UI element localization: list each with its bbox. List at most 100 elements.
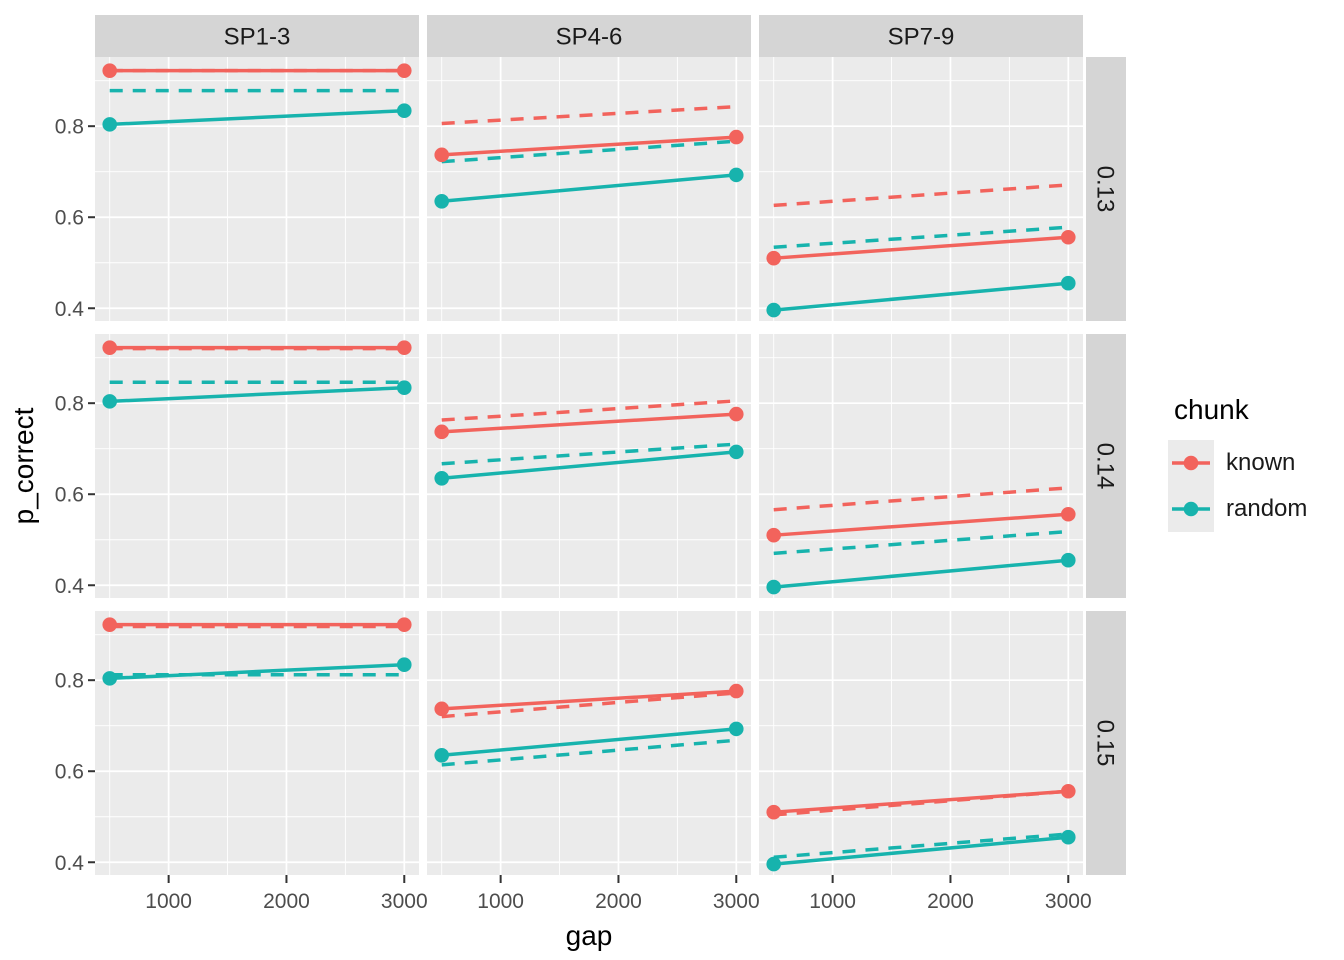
data-point-known xyxy=(1060,506,1076,522)
series-line-random-dashed xyxy=(441,738,737,767)
data-point-random xyxy=(728,721,744,737)
series-line-known-dashed xyxy=(441,399,737,422)
facet-col-label: SP4-6 xyxy=(556,24,623,51)
series-line-known-solid xyxy=(773,789,1069,814)
series-line-known-dashed xyxy=(773,486,1069,512)
data-point-known xyxy=(434,147,450,163)
data-point-known xyxy=(434,424,450,440)
data-point-known xyxy=(1060,229,1076,245)
legend-key-point xyxy=(1183,501,1199,517)
facet-col-strip xyxy=(759,15,1083,57)
data-point-random xyxy=(102,117,118,132)
series-line-known-solid xyxy=(773,235,1069,260)
data-point-random xyxy=(102,394,118,409)
panel xyxy=(759,334,1083,598)
series-line-random-solid xyxy=(773,281,1069,312)
x-tick-label: 3000 xyxy=(713,890,760,913)
series-line-random-dashed xyxy=(773,225,1069,250)
y-tick-label: 0.8 xyxy=(55,116,84,139)
y-tick-label: 0.4 xyxy=(55,575,85,598)
legend-item-random: random xyxy=(1168,486,1307,532)
facet-row-strip xyxy=(1086,611,1126,875)
series-line-random-solid xyxy=(773,835,1069,866)
series-line-known-solid xyxy=(773,512,1069,537)
series-line-random-dashed xyxy=(441,442,737,466)
data-point-random xyxy=(396,657,412,673)
y-tick-label: 0.6 xyxy=(55,761,84,784)
series-line-known-dashed xyxy=(441,691,737,719)
data-point-known xyxy=(102,63,118,78)
series-line-random-solid xyxy=(109,385,405,404)
x-tick-label: 1000 xyxy=(477,890,524,913)
data-point-random xyxy=(728,167,744,183)
series-line-known-dashed xyxy=(441,104,737,126)
y-tick-label: 0.8 xyxy=(55,670,84,693)
y-tick-label: 0.4 xyxy=(55,298,85,321)
data-point-random xyxy=(1060,275,1076,291)
facet-col-strip xyxy=(95,15,419,57)
data-point-known xyxy=(728,406,744,422)
facet-row-strip xyxy=(1086,57,1126,321)
data-point-random xyxy=(434,747,450,763)
legend-key-point xyxy=(1183,455,1199,471)
y-tick-label: 0.4 xyxy=(55,852,85,875)
facet-row-label: 0.14 xyxy=(1092,443,1119,490)
legend: chunk known random xyxy=(1168,394,1307,532)
data-point-known xyxy=(728,683,744,699)
series-line-random-dashed xyxy=(773,832,1069,859)
y-tick-label: 0.6 xyxy=(55,207,84,230)
y-tick-label: 0.6 xyxy=(55,484,84,507)
series-line-known-solid xyxy=(441,412,737,434)
panel xyxy=(759,611,1083,875)
data-point-known xyxy=(102,340,118,355)
series-line-random-dashed xyxy=(441,139,737,164)
y-axis-title: p_correct xyxy=(8,407,39,525)
series-line-random-solid xyxy=(773,558,1069,589)
series-line-known-solid xyxy=(441,689,737,711)
data-point-known xyxy=(766,250,782,266)
data-point-known xyxy=(102,617,118,632)
facet-row-strip xyxy=(1086,334,1126,598)
data-point-known xyxy=(1060,783,1076,799)
series-line-known-solid xyxy=(441,135,737,157)
x-tick-label: 1000 xyxy=(809,890,856,913)
data-point-random xyxy=(434,193,450,209)
legend-title: chunk xyxy=(1174,394,1249,425)
legend-key-random-icon xyxy=(1168,486,1214,532)
y-tick-label: 0.8 xyxy=(55,393,84,416)
data-point-random xyxy=(766,579,782,595)
data-point-random xyxy=(396,380,412,396)
series-line-random-solid xyxy=(109,662,405,681)
x-axis-title: gap xyxy=(565,920,613,951)
data-point-known xyxy=(434,701,450,717)
x-tick-label: 2000 xyxy=(927,890,974,913)
data-point-known xyxy=(396,340,412,355)
series-line-random-solid xyxy=(441,173,737,204)
series-line-random-solid xyxy=(109,108,405,127)
series-line-random-solid xyxy=(441,727,737,758)
data-point-known xyxy=(766,804,782,820)
facet-col-strip xyxy=(427,15,751,57)
x-tick-label: 3000 xyxy=(1045,890,1092,913)
data-point-random xyxy=(1060,829,1076,845)
data-point-random xyxy=(396,103,412,119)
data-point-known xyxy=(396,63,412,78)
series-line-known-dashed xyxy=(773,183,1069,208)
series-line-random-solid xyxy=(441,450,737,481)
panel xyxy=(95,611,419,875)
data-point-random xyxy=(766,302,782,318)
series-line-random-dashed xyxy=(773,529,1069,556)
facet-col-label: SP1-3 xyxy=(224,24,291,51)
legend-keys: known random xyxy=(1168,440,1307,532)
data-point-random xyxy=(1060,552,1076,568)
data-point-known xyxy=(766,527,782,543)
x-tick-label: 3000 xyxy=(381,890,428,913)
panel xyxy=(95,57,419,321)
facet-col-label: SP7-9 xyxy=(888,24,955,51)
data-point-random xyxy=(766,856,782,872)
x-tick-label: 2000 xyxy=(595,890,642,913)
legend-item-known: known xyxy=(1168,440,1307,486)
data-point-known xyxy=(396,617,412,632)
